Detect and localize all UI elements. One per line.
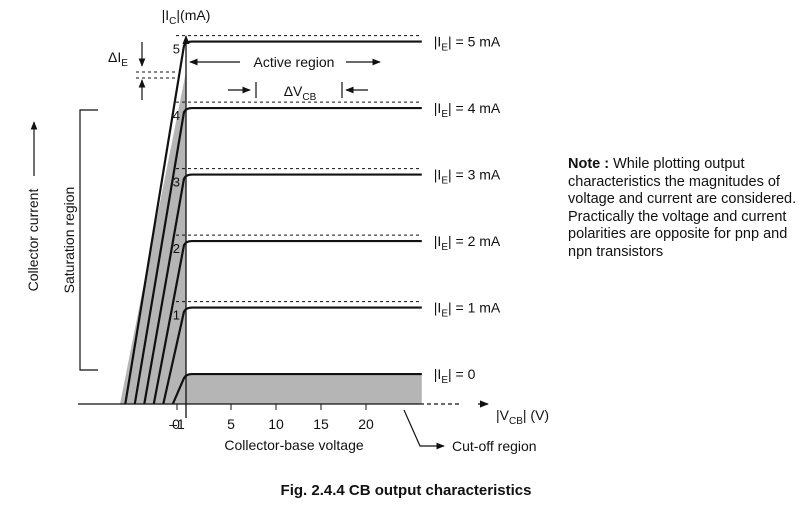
x-tick-label: 5 [227,416,235,432]
y-axis-title: Collector current [25,189,41,292]
x-tick-label: 20 [358,416,374,432]
curve-ie-4 [133,106,422,405]
active-region-label: Active region [254,54,335,70]
saturation-region-label: Saturation region [61,187,77,294]
delta-ie-label: ΔIE [108,49,128,69]
y-axis-symbol: |IC|(mA) [162,7,211,27]
x-tick-label: 10 [268,416,284,432]
curve-ie-5 [124,40,422,405]
note-label: Note : [568,156,610,172]
x-tick-label: 15 [313,416,329,432]
curve-ie-2 [152,239,422,405]
x-axis-title: Collector-base voltage [224,437,364,453]
y-tick-label: 1 [173,308,180,323]
cutoff-region-shading [186,374,422,404]
x-axis-symbol: |VCB| (V) [496,407,549,427]
cutoff-region-label: Cut-off region [452,438,537,454]
figure-caption: Fig. 2.4.4 CB output characteristics [280,482,532,499]
curve-ie-3 [143,173,422,405]
y-tick-label: 2 [173,241,180,256]
curve-ie-1 [162,306,422,405]
series-label-ie-0: |IE| = 0 [434,366,476,386]
series-label-ie-4: |IE| = 4 mA [434,100,501,120]
saturation-region-bracket [79,109,98,371]
series-label-ie-5: |IE| = 5 mA [434,34,501,54]
series-label-ie-3: |IE| = 3 mA [434,167,501,187]
x-tick-label: 0 [172,416,180,432]
note-body: While plotting output characteristics th… [568,156,797,260]
delta-vcb-label: ΔVCB [284,83,317,103]
note-text: Note : While plotting output characteris… [568,156,804,261]
curve-ie-0 [171,372,422,405]
y-tick-label: 4 [173,108,180,123]
series-label-ie-2: |IE| = 2 mA [434,233,501,253]
x-tick-label: –1 [169,416,185,432]
y-tick-label: 3 [173,175,180,190]
series-label-ie-1: |IE| = 1 mA [434,300,501,320]
cutoff-region-pointer [403,409,445,450]
y-tick-label: 5 [173,42,180,57]
